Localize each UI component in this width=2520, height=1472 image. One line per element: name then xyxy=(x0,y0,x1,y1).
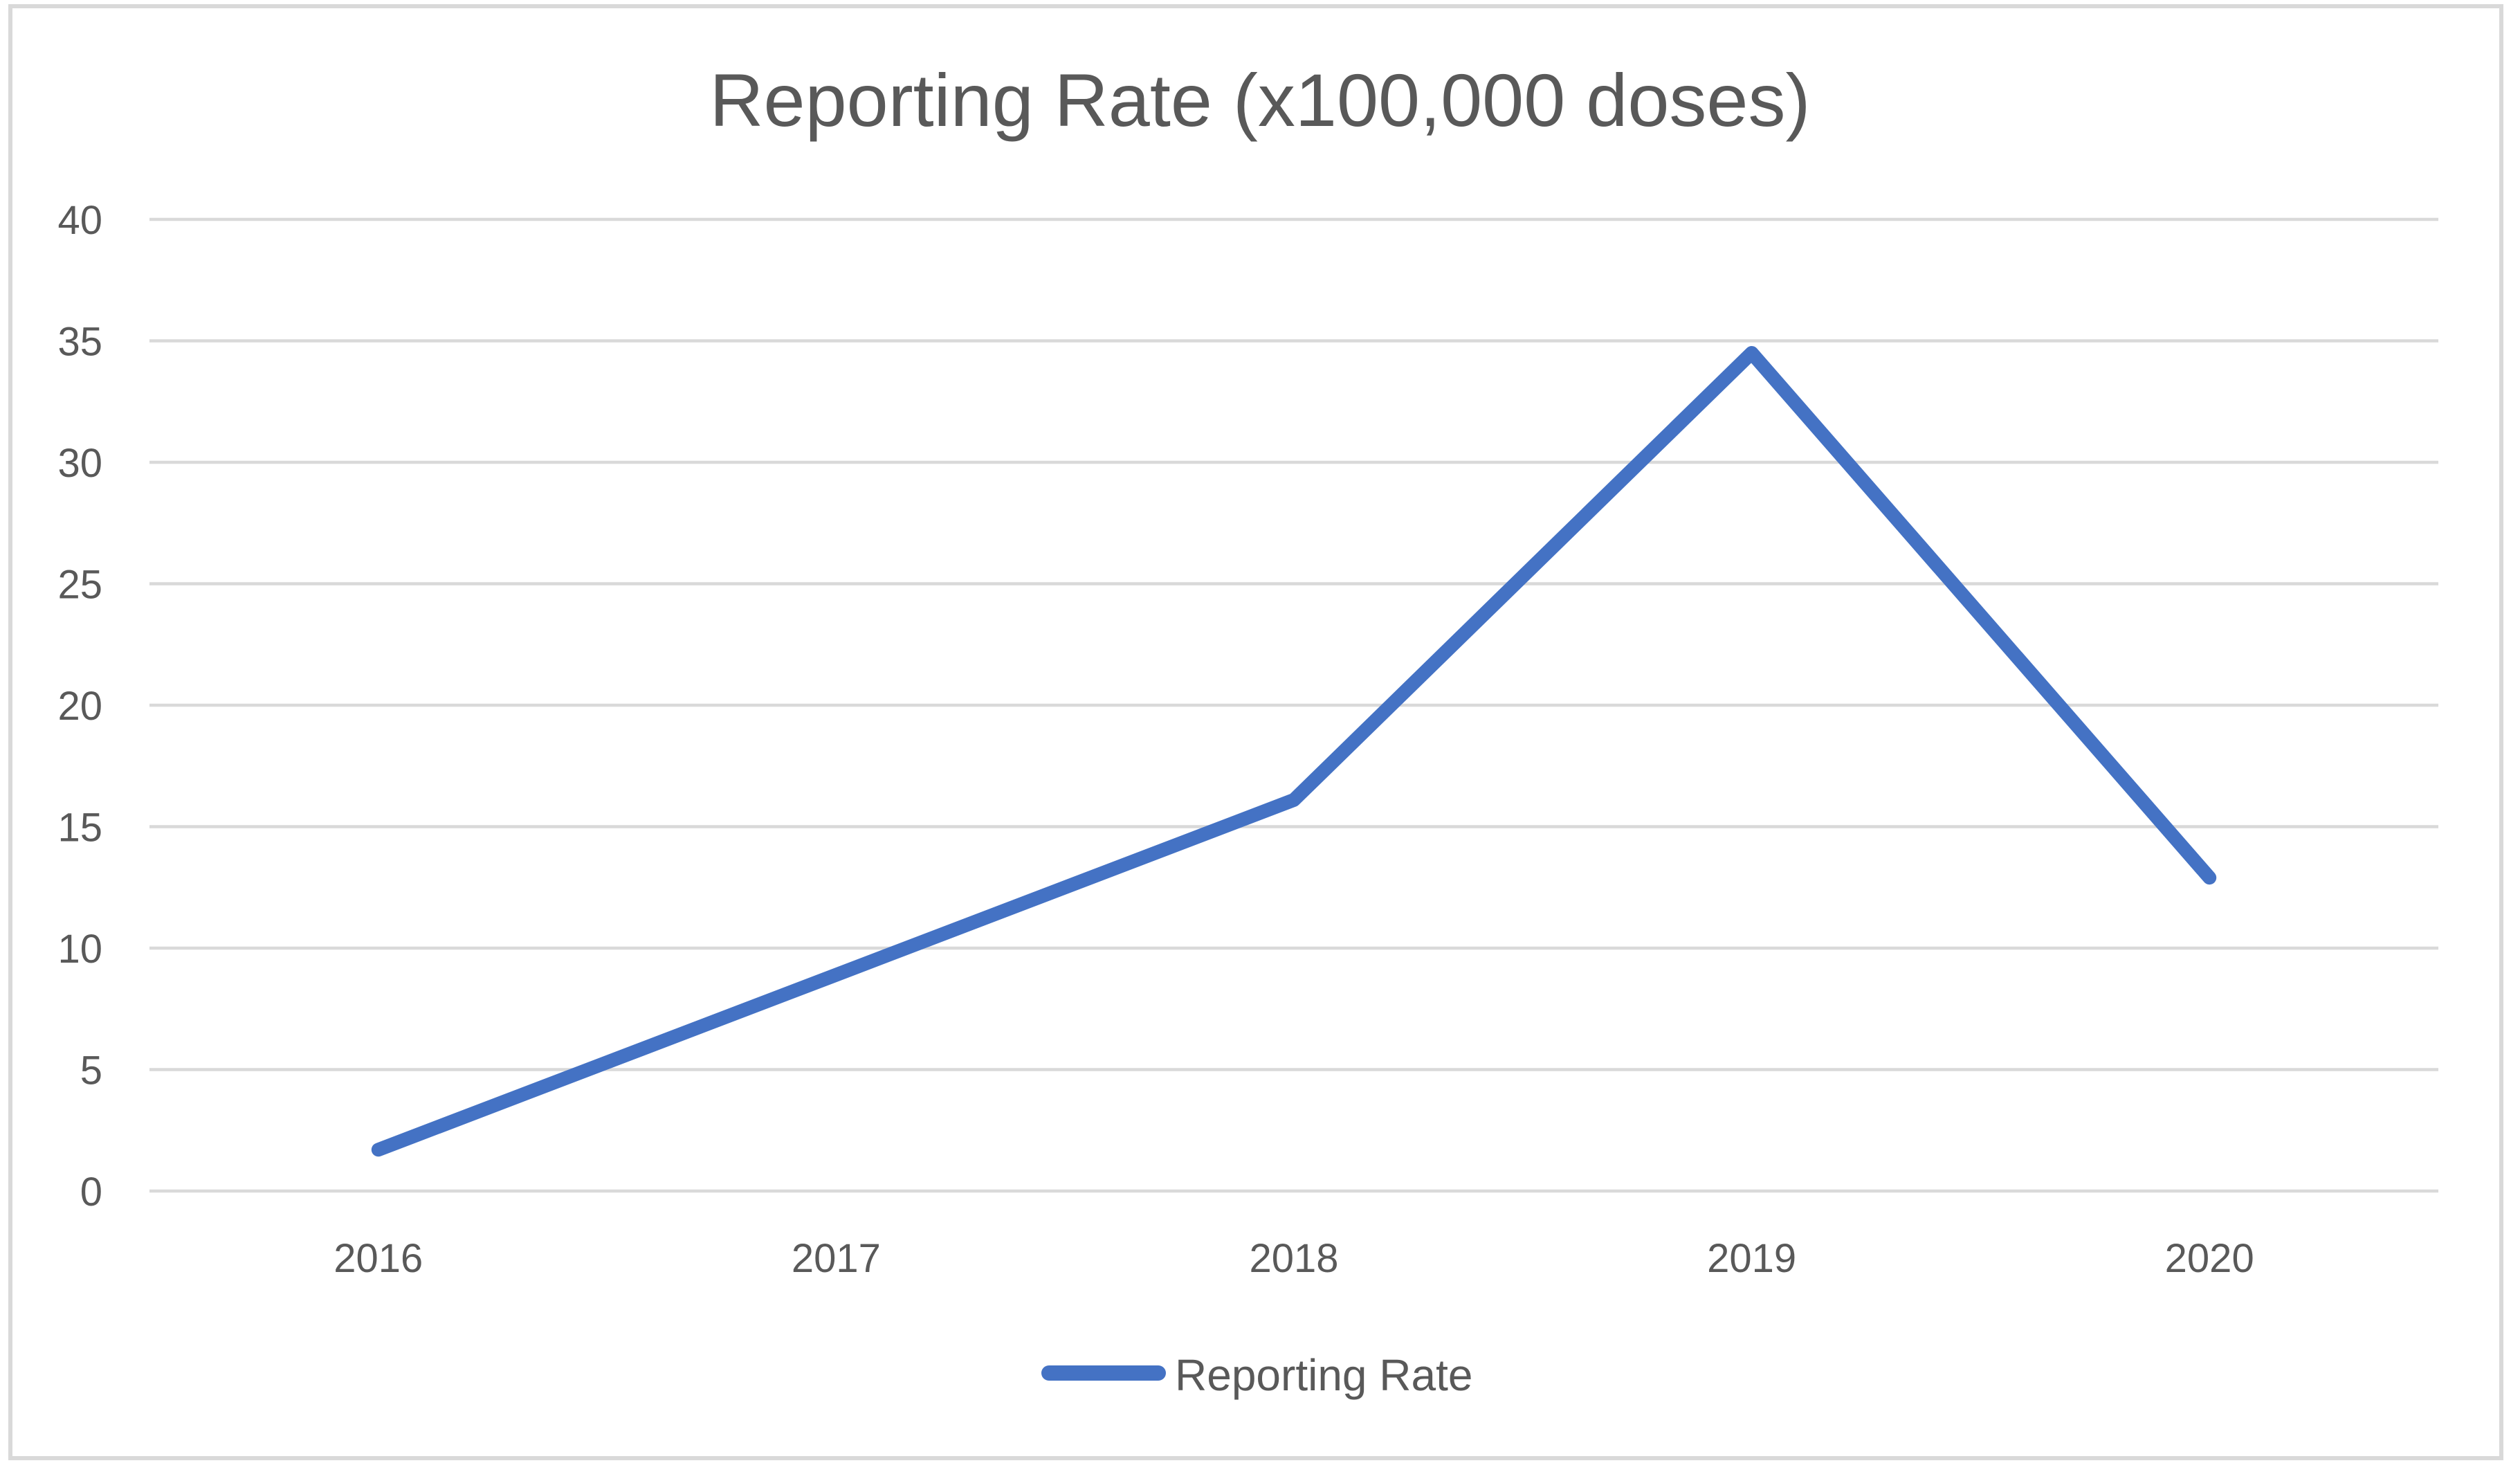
y-axis-label-0: 0 xyxy=(80,1170,102,1215)
x-axis-label-2016: 2016 xyxy=(334,1236,423,1281)
y-axis-label-5: 5 xyxy=(80,1048,102,1093)
x-axis-labels: 2016 2017 2018 2019 2020 xyxy=(334,1236,2254,1281)
y-axis-label-15: 15 xyxy=(57,806,102,851)
y-axis-label-35: 35 xyxy=(57,320,102,365)
y-axis-label-20: 20 xyxy=(57,684,102,729)
x-axis-label-2018: 2018 xyxy=(1249,1236,1338,1281)
x-axis-label-2020: 2020 xyxy=(2165,1236,2254,1281)
legend-label: Reporting Rate xyxy=(1175,1350,1472,1400)
gridlines xyxy=(149,217,2438,1193)
y-axis-label-10: 10 xyxy=(57,927,102,972)
legend: Reporting Rate xyxy=(1041,1350,1472,1400)
y-axis-label-30: 30 xyxy=(57,441,102,486)
y-axis-labels: 0 5 10 15 20 25 30 35 40 xyxy=(57,198,102,1215)
y-axis-label-40: 40 xyxy=(57,198,102,243)
y-axis-label-25: 25 xyxy=(57,563,102,608)
series-line-reporting-rate xyxy=(371,346,2217,1157)
x-axis-label-2017: 2017 xyxy=(792,1236,881,1281)
x-axis-label-2019: 2019 xyxy=(1707,1236,1796,1281)
chart-title: Reporting Rate (x100,000 doses) xyxy=(710,58,1811,142)
